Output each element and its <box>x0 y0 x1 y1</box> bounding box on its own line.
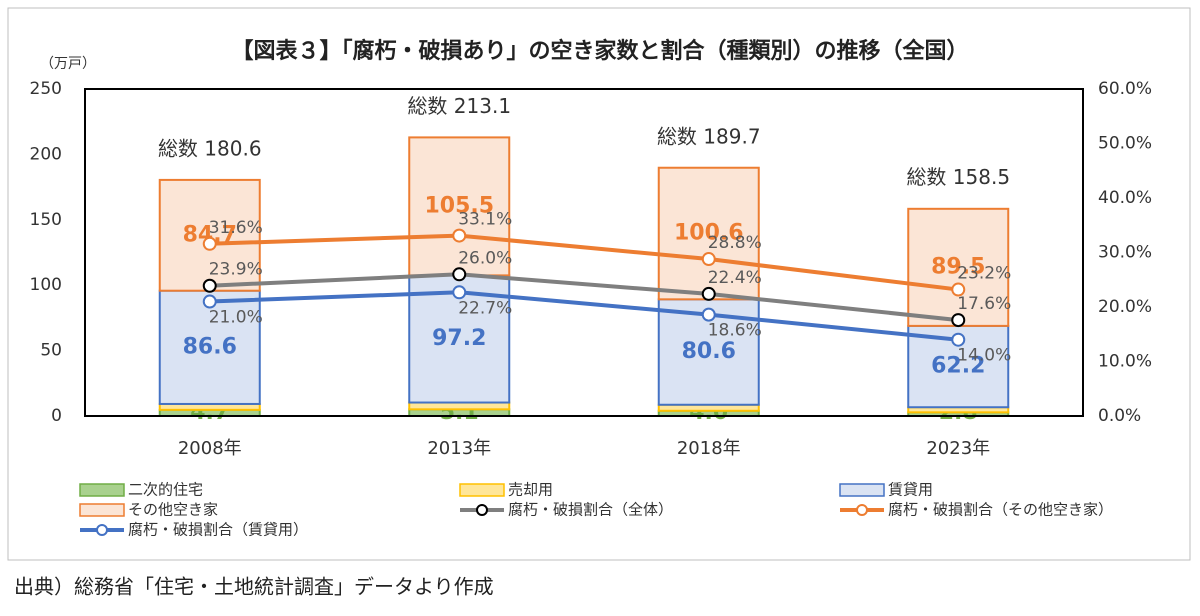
bar-segment <box>907 207 1010 327</box>
data-label: 23.9% <box>209 260 263 280</box>
data-label: 100.6 <box>674 221 744 246</box>
line-marker <box>701 307 716 322</box>
legend-label: 二次的住宅 <box>128 481 203 499</box>
data-label: 31.6% <box>209 218 263 238</box>
total-label: 総数 213.1 <box>407 94 511 118</box>
line-marker <box>452 267 467 282</box>
plot-frame <box>84 88 1084 417</box>
y2-tick-label: 10.0% <box>1098 352 1152 372</box>
x-tick-label: 2018年 <box>677 438 741 459</box>
x-tick-label: 2008年 <box>178 438 242 459</box>
data-label: 105.5 <box>424 193 494 218</box>
y2-tick-label: 30.0% <box>1098 243 1152 263</box>
line-marker <box>202 278 217 293</box>
y2-tick-label: 0.0% <box>1098 406 1141 426</box>
data-label: 21.0% <box>209 308 263 328</box>
y-tick-label: 100 <box>30 275 62 295</box>
bar-segment <box>408 401 511 411</box>
source-note: 出典）総務省「住宅・土地統計調査」データより作成 <box>14 575 494 599</box>
bar-segment <box>408 136 511 277</box>
legend-label: 腐朽・破損割合（その他空き家） <box>888 501 1113 519</box>
legend-label: その他空き家 <box>128 501 218 519</box>
total-label: 総数 180.6 <box>158 136 262 160</box>
data-label: 62.2 <box>931 354 985 379</box>
line-marker <box>452 285 467 300</box>
x-tick-label: 2023年 <box>926 438 990 459</box>
data-label: 14.0% <box>957 346 1011 366</box>
y-tick-label: 200 <box>30 144 62 164</box>
y-tick-label: 50 <box>40 341 62 361</box>
legend-label: 売却用 <box>508 481 553 499</box>
data-label: 22.4% <box>708 268 762 288</box>
legend-swatch <box>79 483 125 497</box>
legend-swatch <box>459 483 505 497</box>
y2-tick-label: 20.0% <box>1098 297 1152 317</box>
x-tick-label: 2013年 <box>427 438 491 459</box>
data-label: 17.6% <box>957 294 1011 314</box>
bar-segment <box>158 289 261 405</box>
y-tick-label: 150 <box>30 210 62 230</box>
data-label: 97.2 <box>432 326 486 351</box>
chart-title: 【図表３】「腐朽・破損あり」の空き家数と割合（種類別）の推移（全国） <box>231 38 968 64</box>
total-label: 総数 158.5 <box>906 165 1010 189</box>
data-label: 18.6% <box>708 321 762 341</box>
line-marker <box>951 313 966 328</box>
data-label: 33.1% <box>458 210 512 230</box>
total-label: 総数 189.7 <box>657 124 761 148</box>
line-marker <box>452 228 467 243</box>
legend-marker <box>96 524 108 536</box>
data-label: 89.5 <box>931 254 985 279</box>
legend-marker <box>856 504 868 516</box>
bar-segment <box>158 178 261 292</box>
data-label: 86.6 <box>183 334 237 359</box>
line <box>209 290 959 342</box>
legend-label: 腐朽・破損割合（賃貸用） <box>128 521 308 539</box>
legend-marker <box>476 504 488 516</box>
y-tick-label: 250 <box>30 79 62 99</box>
y-tick-label: 0 <box>51 406 62 426</box>
y2-tick-label: 40.0% <box>1098 188 1152 208</box>
data-label: 26.0% <box>458 248 512 268</box>
line-marker <box>202 236 217 251</box>
data-label: 23.2% <box>957 264 1011 284</box>
line-marker <box>202 294 217 309</box>
data-label: 80.6 <box>682 339 736 364</box>
legend-label: 腐朽・破損割合（全体） <box>508 501 673 519</box>
data-label: 22.7% <box>458 298 512 318</box>
line-marker <box>951 332 966 347</box>
line <box>209 233 959 292</box>
bar-segment <box>657 166 760 301</box>
line <box>209 272 959 323</box>
legend-swatch <box>839 483 885 497</box>
y2-tick-label: 60.0% <box>1098 79 1152 99</box>
data-label: 28.8% <box>708 233 762 253</box>
legend-swatch <box>79 503 125 517</box>
line-marker <box>701 286 716 301</box>
y2-tick-label: 50.0% <box>1098 134 1152 154</box>
legend-label: 賃貸用 <box>888 481 933 499</box>
y-unit-label: （万戸） <box>40 56 96 72</box>
line-marker <box>951 282 966 297</box>
line-marker <box>701 252 716 267</box>
